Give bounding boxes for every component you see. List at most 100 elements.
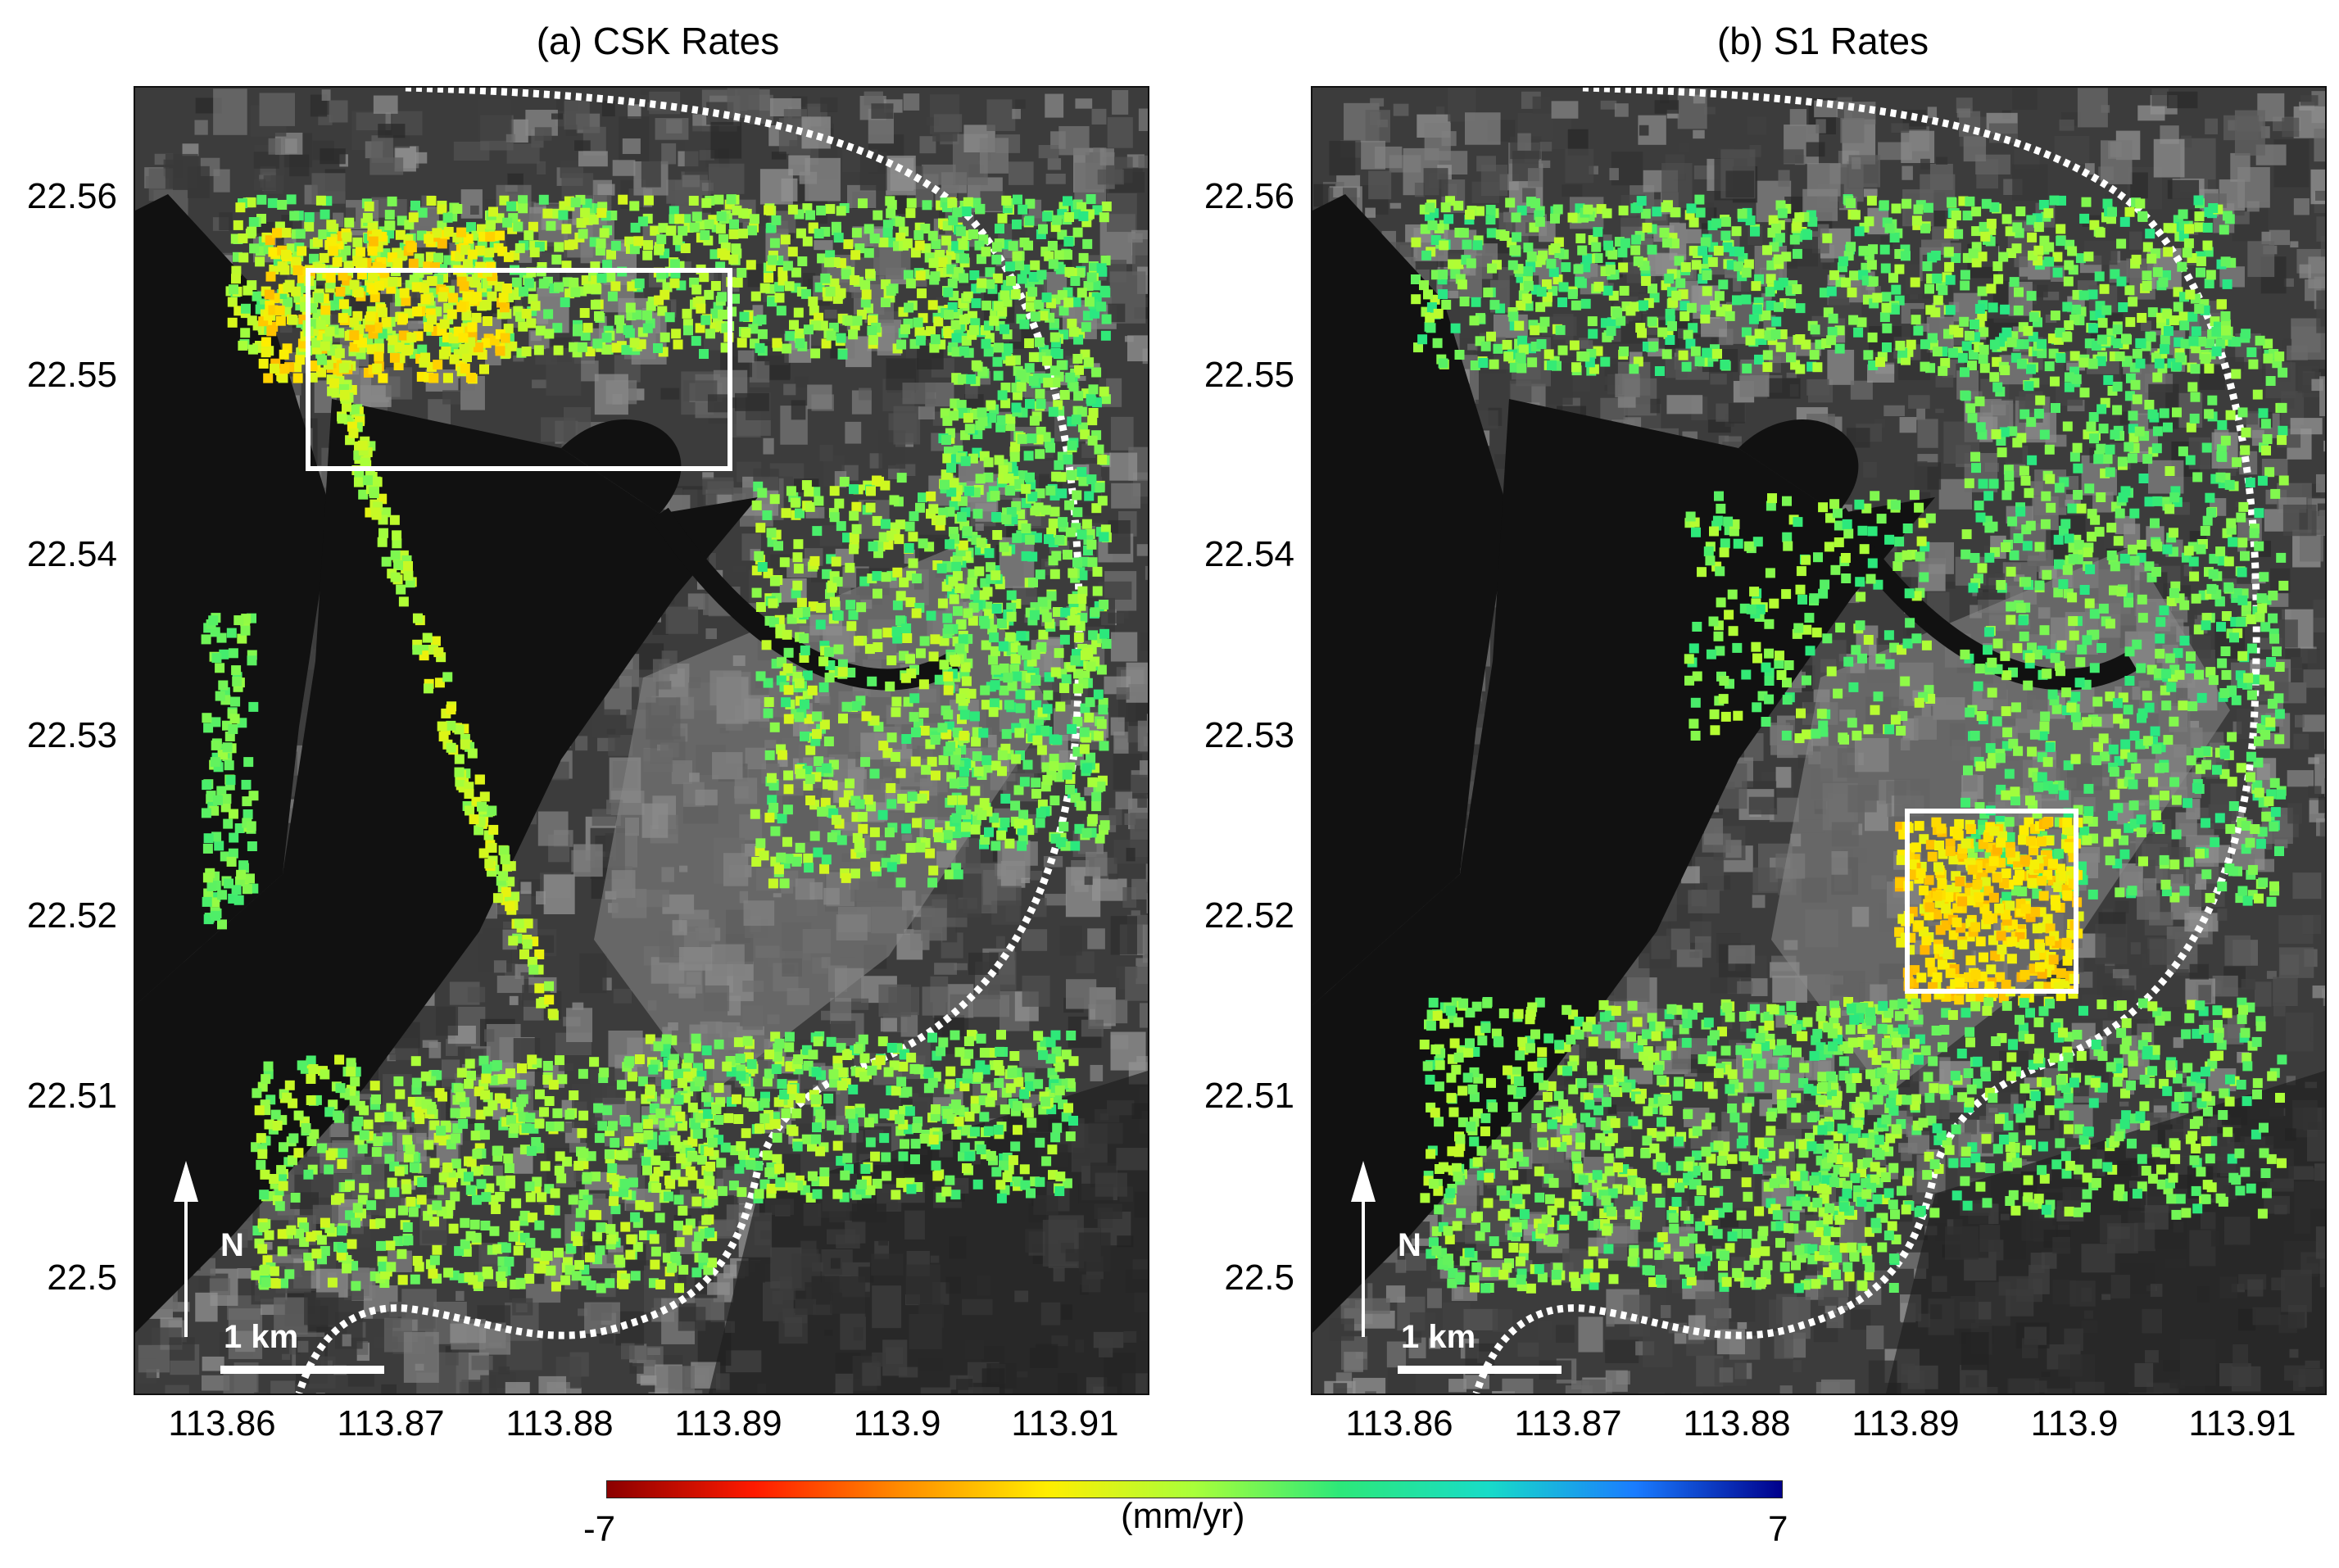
panel-a-velocity-point bbox=[732, 205, 742, 215]
panel-a-velocity-point bbox=[939, 636, 950, 646]
panel-a-velocity-point bbox=[710, 281, 721, 291]
panel-a-velocity-point bbox=[1077, 406, 1087, 417]
panel-a-velocity-point bbox=[963, 291, 973, 301]
panel-a-velocity-point bbox=[1040, 1096, 1050, 1107]
panel-b-velocity-point bbox=[1866, 195, 1877, 206]
panel-b-velocity-point bbox=[2102, 198, 2113, 209]
panel-a-velocity-point bbox=[996, 1030, 1006, 1040]
panel-a-velocity-point bbox=[614, 1254, 624, 1265]
panel-a-velocity-point bbox=[989, 315, 1000, 326]
panel-a-velocity-point bbox=[780, 234, 791, 245]
panel-a-velocity-point bbox=[385, 1240, 396, 1251]
panel-a-velocity-point bbox=[486, 220, 496, 230]
panel-a-velocity-point bbox=[704, 1146, 714, 1157]
panel-b-velocity-point bbox=[2204, 363, 2214, 374]
panel-a-velocity-point bbox=[463, 259, 473, 270]
panel-a-velocity-point bbox=[420, 294, 431, 305]
panel-a-velocity-point bbox=[1054, 648, 1064, 659]
panel-b-velocity-point bbox=[1854, 226, 1865, 237]
panel-b-velocity-point bbox=[1889, 304, 1900, 315]
panel-a-velocity-point bbox=[1070, 792, 1081, 803]
panel-a-velocity-point bbox=[1003, 673, 1013, 683]
panel-b-map[interactable]: N 1 km bbox=[1311, 86, 2327, 1395]
panel-a-velocity-point bbox=[460, 363, 470, 374]
panel-a-velocity-point bbox=[927, 300, 938, 310]
panel-a-velocity-point bbox=[827, 832, 837, 843]
panel-a-velocity-point bbox=[412, 1256, 423, 1266]
panel-a-velocity-point bbox=[699, 349, 709, 359]
panel-a-velocity-point bbox=[878, 532, 889, 542]
panel-a-velocity-point bbox=[972, 1179, 983, 1190]
panel-b-velocity-point bbox=[2145, 229, 2155, 239]
panel-a-velocity-point bbox=[898, 1062, 909, 1072]
panel-a-velocity-point bbox=[952, 207, 963, 218]
panel-a-velocity-point bbox=[383, 1111, 394, 1122]
panel-a-velocity-point bbox=[334, 1054, 345, 1065]
panel-b-velocity-point bbox=[1577, 245, 1588, 256]
panel-a-velocity-point bbox=[691, 1196, 702, 1207]
panel-a-velocity-point bbox=[777, 813, 787, 824]
panel-b-velocity-point bbox=[1789, 234, 1800, 245]
panel-a-velocity-point bbox=[879, 1133, 890, 1144]
panel-a-velocity-point bbox=[905, 279, 916, 288]
panel-a-velocity-point bbox=[951, 347, 962, 357]
panel-a-velocity-point bbox=[605, 272, 616, 283]
panel-a-velocity-point bbox=[717, 292, 728, 302]
panel-b-velocity-point bbox=[2009, 277, 2019, 288]
panel-a-velocity-point bbox=[1073, 334, 1084, 345]
panel-a-velocity-point bbox=[544, 1096, 555, 1106]
panel-a-velocity-point bbox=[891, 1085, 901, 1096]
panel-a-velocity-point bbox=[898, 1151, 909, 1162]
panel-a-velocity-point bbox=[505, 901, 515, 912]
panel-b-velocity-point bbox=[1515, 352, 1525, 363]
panel-a-velocity-point bbox=[782, 343, 792, 354]
panel-a-velocity-point bbox=[909, 1063, 920, 1074]
panel-b-velocity-point bbox=[1438, 358, 1448, 369]
panel-b-velocity-point bbox=[1711, 218, 1721, 229]
panel-a-velocity-point bbox=[1098, 705, 1108, 715]
panel-b-velocity-point bbox=[2052, 252, 2063, 262]
panel-a-velocity-point bbox=[349, 330, 360, 341]
panel-a-velocity-point bbox=[1014, 261, 1025, 270]
panel-b-velocity-point bbox=[1629, 364, 1639, 374]
panel-b-velocity-point bbox=[2081, 197, 2092, 207]
panel-a-velocity-point bbox=[1086, 752, 1096, 763]
panel-a-velocity-point bbox=[890, 854, 900, 865]
panel-a-velocity-point bbox=[1047, 1144, 1058, 1155]
panel-a-velocity-point bbox=[902, 1086, 913, 1097]
panel-b-velocity-point bbox=[2087, 289, 2098, 300]
panel-a-velocity-point bbox=[596, 207, 607, 218]
panel-a-velocity-point bbox=[553, 345, 564, 356]
panel-b-velocity-point bbox=[1419, 280, 1429, 291]
panel-a-velocity-point bbox=[909, 693, 920, 704]
panel-a-velocity-point bbox=[981, 755, 992, 765]
panel-b-velocity-point bbox=[1571, 362, 1581, 373]
panel-b-velocity-point bbox=[1661, 349, 1672, 360]
panel-b-velocity-point bbox=[2137, 313, 2147, 323]
panel-a-velocity-point bbox=[854, 842, 864, 853]
panel-a-velocity-point bbox=[272, 1121, 283, 1131]
panel-a-velocity-point bbox=[1036, 270, 1047, 280]
panel-b-velocity-point bbox=[1875, 356, 1885, 367]
panel-b-title: (b) S1 Rates bbox=[1716, 20, 1929, 62]
panel-a-velocity-point bbox=[1048, 1170, 1058, 1181]
panel-b-velocity-point bbox=[2075, 253, 2086, 264]
panel-b-velocity-point bbox=[1485, 215, 1496, 225]
panel-a-velocity-point bbox=[666, 225, 677, 236]
panel-a-velocity-point bbox=[547, 1008, 558, 1019]
panel-a-velocity-point bbox=[818, 682, 829, 693]
panel-b-velocity-point bbox=[1633, 256, 1643, 266]
panel-a-map[interactable]: N 1 km bbox=[134, 86, 1149, 1395]
panel-a-velocity-point bbox=[297, 1060, 307, 1071]
panel-a-velocity-point bbox=[1006, 507, 1017, 517]
panel-a-velocity-point bbox=[514, 242, 525, 253]
panel-b-velocity-point bbox=[1938, 365, 1948, 376]
panel-a-velocity-point bbox=[401, 296, 411, 306]
panel-a-velocity-point bbox=[346, 1067, 356, 1077]
panel-a-velocity-point bbox=[735, 1054, 746, 1064]
panel-a-velocity-point bbox=[883, 1067, 894, 1077]
panel-a-velocity-point bbox=[909, 511, 919, 522]
panel-a-velocity-point bbox=[1072, 683, 1083, 694]
panel-a-velocity-point bbox=[749, 1148, 759, 1158]
panel-a-velocity-point bbox=[959, 1142, 970, 1153]
